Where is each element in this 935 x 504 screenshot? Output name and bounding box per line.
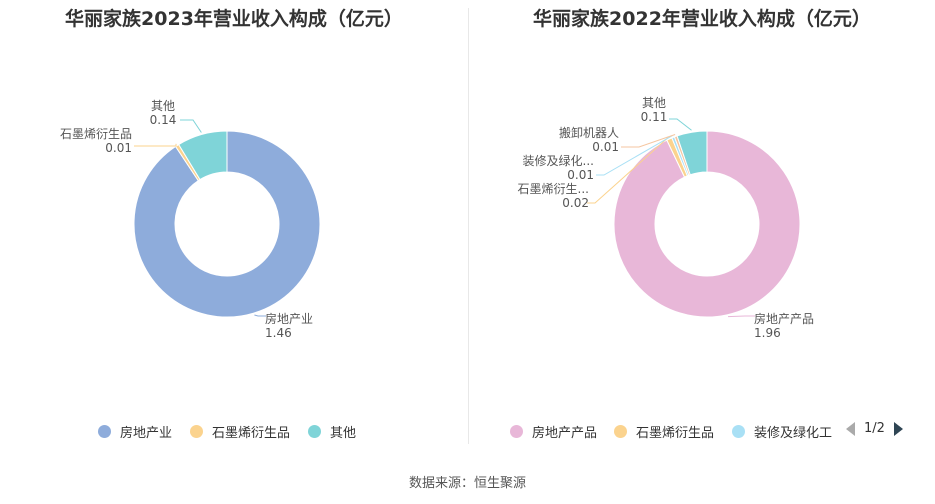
- pie-slice[interactable]: [613, 130, 801, 318]
- slice-label: 石墨烯衍生品: [60, 127, 132, 141]
- label-leader-line: [134, 143, 177, 147]
- slice-label: 其他: [151, 99, 175, 113]
- legend-item[interactable]: 石墨烯衍生品: [614, 422, 714, 441]
- slice-value-label: 0.01: [105, 141, 132, 155]
- label-leader-line: [587, 136, 669, 204]
- pie-slice[interactable]: [133, 130, 321, 318]
- slice-value-label: 0.14: [150, 113, 177, 127]
- legend-pager: 1/2: [846, 421, 903, 436]
- slice-label: 装修及绿化...: [523, 153, 594, 168]
- legend-label: 装修及绿化工: [754, 426, 833, 441]
- prev-page-icon[interactable]: [846, 421, 855, 436]
- slice-label: 搬卸机器人: [559, 125, 619, 140]
- label-leader-line: [180, 119, 202, 133]
- legend-marker: [190, 425, 203, 438]
- chart-panel-2022: 华丽家族2022年营业收入构成（亿元） 房地产产品 1.96 石墨烯衍生... 0.0…: [469, 0, 935, 460]
- slice-value-label: 0.01: [567, 168, 594, 182]
- slice-value-label: 0.11: [641, 110, 668, 124]
- label-leader-line: [621, 134, 676, 148]
- panel-divider: [468, 8, 469, 444]
- label-leader-line: [254, 314, 266, 317]
- legend-item[interactable]: 房地产产品: [510, 422, 597, 441]
- legend-marker: [614, 425, 627, 438]
- legend-page-indicator: 1/2: [864, 421, 885, 436]
- legend-item[interactable]: 其他: [308, 422, 356, 441]
- chart-title: 华丽家族2022年营业收入构成（亿元）: [533, 8, 871, 30]
- legend-marker: [732, 425, 745, 438]
- pie-slice[interactable]: [676, 130, 708, 176]
- donut-chart-2022: 房地产产品1.96石墨烯衍生...0.02装修及绿化...0.01搬卸机器人0.…: [518, 96, 814, 340]
- slice-label: 房地产业: [265, 311, 313, 326]
- legend-label: 其他: [330, 426, 357, 441]
- chart-panel-2023: 华丽家族2023年营业收入构成（亿元） 房地产业 1.46 石墨烯衍生品 0.01 其他…: [0, 0, 468, 460]
- label-leader-line: [728, 315, 755, 318]
- legend-item[interactable]: 石墨烯衍生品: [190, 422, 290, 441]
- legend-label: 房地产业: [120, 426, 173, 441]
- slice-value-label: 0.02: [562, 196, 589, 210]
- next-page-icon[interactable]: [893, 421, 903, 436]
- slice-label: 石墨烯衍生...: [518, 182, 589, 196]
- data-source: 数据来源：恒生聚源: [408, 476, 526, 491]
- slice-value-label: 1.46: [265, 326, 292, 340]
- chart-title: 华丽家族2023年营业收入构成（亿元）: [65, 8, 403, 30]
- slice-label: 房地产产品: [754, 311, 814, 326]
- slice-value-label: 0.01: [592, 140, 619, 154]
- pie-slice[interactable]: [177, 130, 228, 181]
- slice-value-label: 1.96: [754, 326, 781, 340]
- legend-label: 石墨烯衍生品: [636, 426, 715, 441]
- legend-item[interactable]: 房地产业: [98, 422, 172, 441]
- legend-marker: [510, 425, 523, 438]
- legend-label: 房地产产品: [532, 426, 598, 441]
- legend-marker: [308, 425, 321, 438]
- label-leader-line: [596, 135, 673, 176]
- legend-label: 石墨烯衍生品: [212, 426, 291, 441]
- legend-item[interactable]: 装修及绿化工: [732, 422, 832, 441]
- slice-label: 其他: [642, 96, 666, 110]
- label-leader-line: [669, 118, 692, 131]
- legend-marker: [98, 425, 111, 438]
